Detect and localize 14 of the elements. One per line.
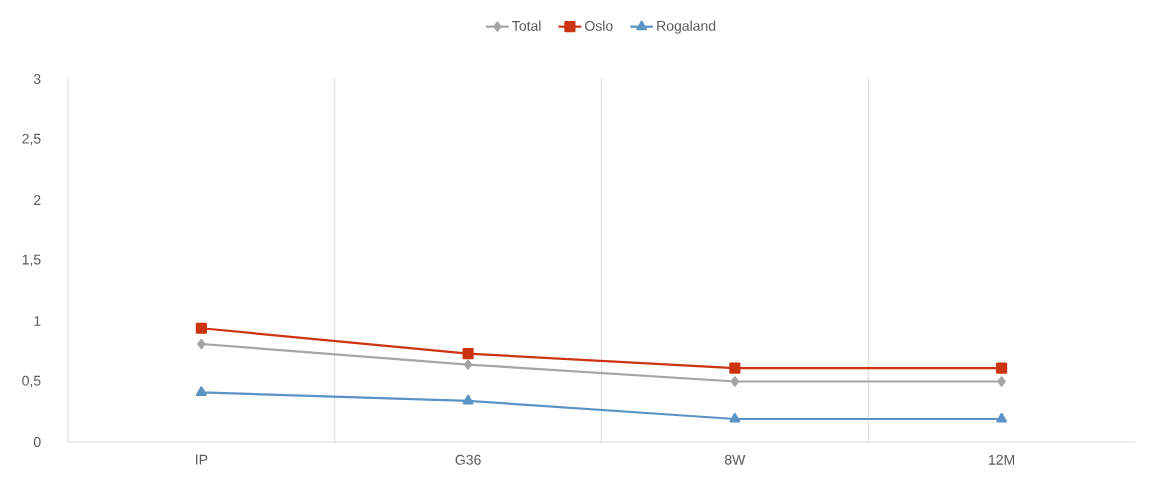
x-tick-label: 12M — [989, 454, 1015, 465]
legend-label: Rogaland — [657, 20, 716, 34]
y-tick-label: 1,5 — [22, 254, 41, 267]
y-tick-label: 2 — [34, 195, 41, 205]
y-tick-label: 0 — [33, 437, 41, 447]
legend-label: Total — [512, 20, 541, 31]
x-tick-label: G36 — [455, 454, 481, 465]
y-tick-label: 2,5 — [22, 133, 41, 146]
legend-label: Oslo — [585, 20, 613, 31]
x-tick-label: IP — [196, 454, 208, 465]
y-tick-label: 1 — [34, 316, 41, 326]
y-tick-label: 3 — [33, 74, 41, 84]
y-tick-label: 0,5 — [22, 375, 41, 388]
x-tick-label: 8W — [724, 454, 746, 465]
